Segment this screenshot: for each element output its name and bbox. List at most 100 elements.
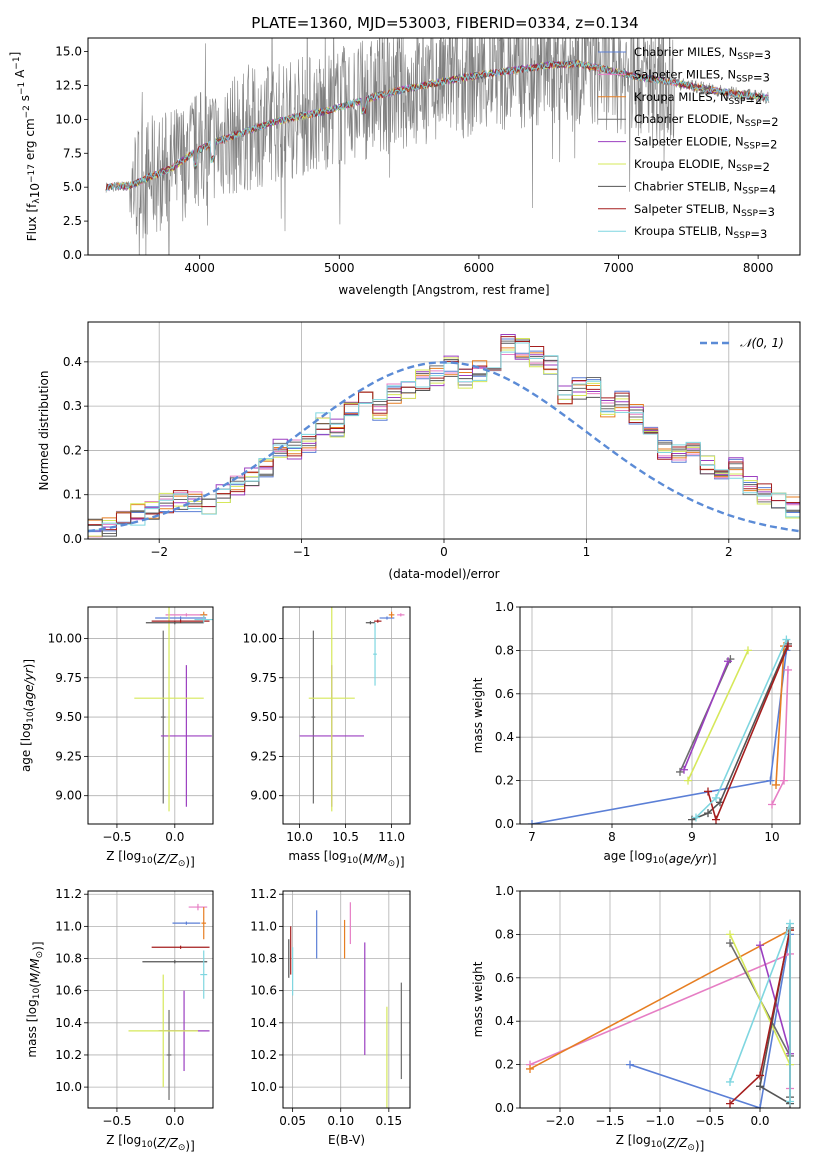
gaussian-curve (88, 361, 800, 533)
y-tick-label: 0.4 (495, 730, 514, 744)
data-point (680, 765, 688, 774)
y-tick-label: 0.0 (495, 817, 514, 831)
y-tick-label: 10.6 (55, 984, 82, 998)
axes-frame (282, 606, 411, 825)
panel-age-vs-Z: −0.5 0.0 9.00 9.25 9.50 9.75 10.00 Z [log10(Z/Z… (19, 606, 214, 869)
y-tick-label: 10.8 (250, 952, 277, 966)
y-tick-label: 0.6 (495, 687, 514, 701)
errorbar-point (397, 613, 405, 617)
y-tick-label: 9.00 (55, 789, 82, 803)
errorbar-point (160, 630, 166, 804)
panel-mass-vs-EBV: 0.05 0.10 0.15 10.0 10.2 10.4 10.6 10.8 11.0 11.2… (250, 887, 411, 1147)
legend-entry: Kroupa ELODIE, NSSP=2 (634, 157, 770, 174)
y-tick-label: 1.0 (495, 600, 514, 614)
x-tick-label: −1.0 (645, 1114, 674, 1128)
y-tick-label: 15.0 (55, 45, 82, 59)
data-point (526, 1064, 534, 1073)
panel-mass-vs-Z: −0.5 0.0 10.0 10.2 10.4 10.6 10.8 11.0 11.2 Z [lo… (25, 887, 214, 1153)
y-tick-label: 5.0 (63, 180, 82, 194)
y-tick-label: 0.0 (63, 248, 82, 262)
y-tick-label: 9.25 (250, 749, 277, 763)
x-tick-label: 8000 (743, 261, 774, 275)
y-axis-label: mass [log10(M/M⊙)] (25, 941, 45, 1057)
plot-area (526, 919, 794, 1108)
errorbar-point (155, 616, 207, 620)
x-axis-label: Z [log10(Z/Z⊙)] (106, 1133, 195, 1153)
x-tick-label: 0.05 (279, 1114, 306, 1128)
data-point (756, 941, 764, 950)
x-axis-label: E(B-V) (328, 1133, 365, 1147)
y-tick-label: 0.2 (495, 774, 514, 788)
legend-entry: Salpeter STELIB, NSSP=3 (634, 202, 775, 219)
plot-area (128, 903, 210, 1100)
x-tick-label: 10 (764, 830, 779, 844)
x-tick-label: −0.5 (102, 830, 131, 844)
y-tick-label: 0.0 (495, 1101, 514, 1115)
plot-area (134, 607, 213, 812)
y-tick-label: 10.8 (55, 952, 82, 966)
x-tick-label: 10.5 (332, 830, 359, 844)
data-point (786, 919, 794, 928)
errorbar-point (373, 622, 377, 686)
y-tick-label: 0.8 (495, 643, 514, 657)
data-point (684, 776, 692, 785)
data-point (744, 646, 752, 655)
data-point (756, 1082, 764, 1091)
errorbar-point (194, 614, 213, 623)
x-tick-label: 8 (608, 830, 616, 844)
data-point (726, 1099, 734, 1108)
histogram-step (88, 334, 800, 539)
series-line (629, 934, 791, 1108)
y-tick-label: 12.5 (55, 78, 82, 92)
errorbar-point (134, 607, 204, 812)
legend-entry: Salpeter MILES, NSSP=3 (634, 67, 770, 84)
y-tick-label: 10.2 (250, 1048, 277, 1062)
y-tick-label: 10.00 (48, 631, 82, 645)
x-tick-label: 9 (688, 830, 696, 844)
legend-entry: Chabrier ELODIE, NSSP=2 (634, 112, 779, 129)
axes-frame (282, 890, 411, 1109)
plot-area (528, 635, 792, 824)
y-tick-label: 10.0 (55, 112, 82, 126)
data-point (724, 657, 732, 666)
y-axis-label: mass weight (471, 677, 485, 753)
errorbar-point (172, 921, 201, 925)
y-tick-label: 10.0 (55, 1080, 82, 1094)
errorbar-point (201, 907, 207, 940)
data-point (780, 776, 788, 785)
y-tick-label: 10.2 (55, 1048, 82, 1062)
y-tick-label: 11.0 (55, 919, 82, 933)
x-tick-label: 0.0 (165, 1114, 184, 1128)
y-tick-label: 0.4 (63, 355, 82, 369)
y-tick-label: 9.50 (250, 710, 277, 724)
data-point (726, 930, 734, 939)
plot-area (288, 902, 402, 1108)
panel-age-vs-mass: 10.0 10.5 11.0 9.00 9.25 9.50 9.75 10.00 mass [l… (243, 606, 411, 869)
x-axis-label: mass [log10(M/M⊙)] (288, 849, 404, 869)
x-axis-label: Z [log10(Z/Z⊙)] (106, 849, 195, 869)
errorbar-point (388, 611, 395, 619)
x-axis-label: wavelength [Angstrom, rest frame] (338, 283, 549, 297)
y-tick-label: 7.5 (63, 146, 82, 160)
series-line (687, 650, 749, 781)
y-tick-label: 9.25 (55, 749, 82, 763)
series-line (683, 660, 729, 771)
y-tick-label: 0.6 (495, 971, 514, 985)
y-tick-label: 11.0 (250, 919, 277, 933)
y-tick-label: 1.0 (495, 884, 514, 898)
model-spectrum-line (105, 59, 769, 192)
y-tick-label: 0.2 (495, 1058, 514, 1072)
figure-title: PLATE=1360, MJD=53003, FIBERID=0334, z=0… (251, 14, 638, 32)
axes-frame (87, 890, 214, 1109)
legend-entry: Kroupa MILES, NSSP=2 (634, 90, 762, 107)
data-point (704, 809, 712, 818)
axes-frame (519, 606, 801, 825)
data-point (704, 787, 712, 796)
errorbar-point (128, 974, 198, 1088)
x-tick-label: 7 (528, 830, 536, 844)
y-tick-label: 9.75 (55, 671, 82, 685)
errorbar-point (311, 630, 316, 804)
y-tick-label: 0.4 (495, 1014, 514, 1028)
legend-entry: Salpeter ELODIE, NSSP=2 (634, 135, 777, 152)
